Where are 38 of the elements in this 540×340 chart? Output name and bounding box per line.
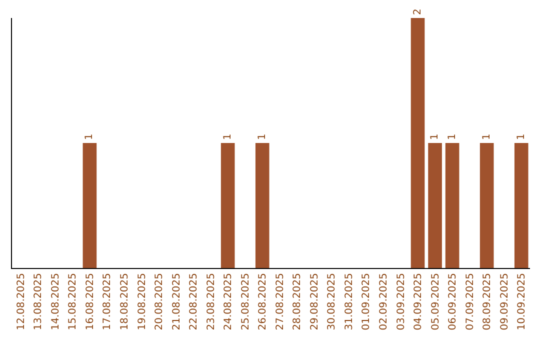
x-tick-label: 23.08.2025: [206, 273, 217, 330]
data-label: 1: [481, 134, 492, 140]
x-tick-label: 27.08.2025: [274, 273, 286, 330]
x-tick-label: 22.08.2025: [188, 273, 200, 330]
x-tick-label: 04.09.2025: [413, 273, 424, 330]
x-tick-label: 31.08.2025: [344, 273, 355, 330]
x-tick-label: 18.08.2025: [119, 273, 130, 330]
x-tick-label: 20.08.2025: [154, 273, 166, 330]
x-tick-label: 29.08.2025: [309, 273, 320, 330]
x-tick-label: 21.08.2025: [171, 273, 182, 330]
data-label: 1: [84, 134, 96, 140]
x-tick-label: 25.08.2025: [240, 273, 252, 330]
x-tick-label: 24.08.2025: [223, 273, 234, 330]
data-label: 1: [516, 134, 527, 140]
x-tick-label: 15.08.2025: [68, 273, 79, 330]
x-tick-label: 01.09.2025: [361, 273, 372, 330]
x-tick-label: 16.08.2025: [84, 273, 96, 330]
x-tick-label: 17.08.2025: [102, 273, 114, 330]
x-tick-label: 06.09.2025: [448, 273, 459, 330]
data-label: 1: [430, 134, 441, 140]
data-label: 1: [222, 134, 234, 140]
x-tick-label: 26.08.2025: [258, 273, 269, 330]
x-tick-label: 05.09.2025: [430, 273, 442, 330]
x-tick-label: 10.09.2025: [516, 273, 528, 330]
data-label: 1: [256, 134, 268, 140]
x-tick-label: 02.09.2025: [378, 273, 390, 330]
x-tick-label: 07.09.2025: [464, 273, 476, 330]
x-tick-label: 30.08.2025: [326, 273, 338, 330]
x-tick-label: 14.08.2025: [50, 273, 62, 330]
x-tick-label: 28.08.2025: [292, 273, 304, 330]
x-tick-label: 09.09.2025: [499, 273, 510, 330]
x-tick-label: 03.09.2025: [396, 273, 407, 330]
x-tick-label: 12.08.2025: [16, 273, 27, 330]
x-tick-label: 08.09.2025: [482, 273, 494, 330]
x-tick-label: 19.08.2025: [136, 273, 148, 330]
data-label: 1: [446, 134, 458, 140]
x-tick-label: 13.08.2025: [33, 273, 44, 330]
data-label: 2: [412, 8, 424, 15]
